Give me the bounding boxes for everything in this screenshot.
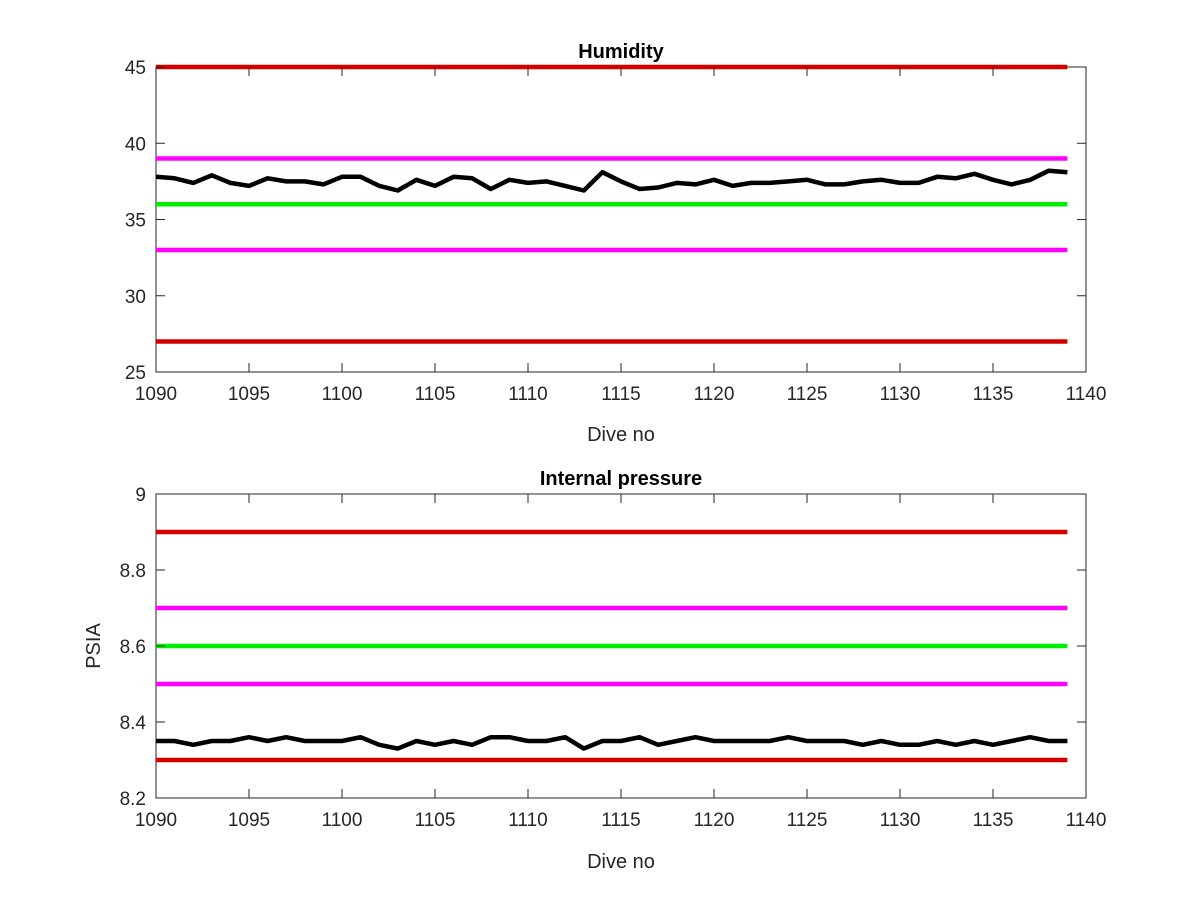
x-tick-label: 1140 <box>1066 810 1107 831</box>
x-tick-label: 1135 <box>973 810 1014 831</box>
y-tick-label: 30 <box>125 287 146 308</box>
chart-panel-1: 1090 1095 1100 1105 1110 1115 1120 1125 1130 1135… <box>125 41 1107 446</box>
x-tick-label: 1135 <box>973 384 1014 405</box>
y-tick-label: 8.8 <box>120 561 146 582</box>
x-tick-label: 1130 <box>880 810 921 831</box>
y-tick-label: 8.6 <box>120 637 146 658</box>
x-tick-label: 1095 <box>228 384 270 405</box>
x-axis-label: Dive no <box>587 424 655 446</box>
y-tick-label: 40 <box>125 134 146 155</box>
chart-title: Internal pressure <box>540 468 702 490</box>
chart-title: Humidity <box>578 41 664 63</box>
x-tick-label: 1110 <box>508 384 547 405</box>
x-tick-label: 1140 <box>1066 384 1107 405</box>
x-tick-label: 1095 <box>228 810 270 831</box>
x-tick-label: 1115 <box>601 810 640 831</box>
y-tick-label: 8.4 <box>120 713 147 734</box>
x-tick-label: 1120 <box>694 810 735 831</box>
chart-panel-2: 1090 1095 1100 1105 1110 1115 1120 1125 1130 1135… <box>83 468 1106 873</box>
x-tick-label: 1105 <box>415 384 456 405</box>
x-tick-label: 1130 <box>880 384 921 405</box>
x-axis-label: Dive no <box>587 851 655 873</box>
y-tick-label: 8.2 <box>120 789 146 810</box>
data-series-line <box>155 168 1068 193</box>
data-series-line <box>156 734 1068 751</box>
y-axis-label: PSIA <box>83 623 105 669</box>
x-tick-label: 1090 <box>135 384 177 405</box>
x-tick-label: 1115 <box>601 384 640 405</box>
x-tick-label: 1100 <box>322 810 363 831</box>
x-tick-label: 1100 <box>322 384 363 405</box>
y-tick-label: 25 <box>125 363 146 384</box>
y-tick-label: 35 <box>125 211 146 232</box>
y-tick-label: 9 <box>135 485 146 506</box>
x-tick-label: 1090 <box>135 810 177 831</box>
x-tick-label: 1105 <box>415 810 456 831</box>
y-tick-label: 45 <box>125 58 146 79</box>
x-tick-label: 1110 <box>508 810 547 831</box>
x-tick-label: 1125 <box>787 810 828 831</box>
plot-area <box>155 66 1087 373</box>
x-tick-label: 1125 <box>787 384 828 405</box>
x-tick-label: 1120 <box>694 384 735 405</box>
